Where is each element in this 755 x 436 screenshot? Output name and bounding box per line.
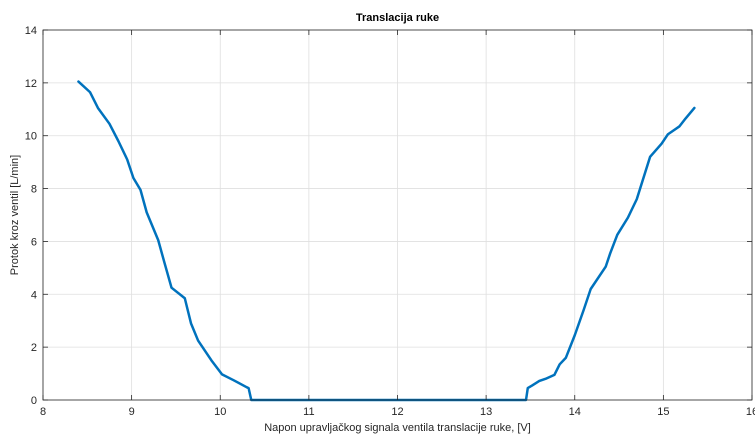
- y-tick-label: 0: [31, 395, 37, 407]
- y-tick-label: 8: [31, 184, 37, 196]
- x-tick-label: 13: [480, 406, 492, 418]
- y-tick-label: 6: [31, 236, 37, 248]
- x-tick-label: 15: [657, 406, 669, 418]
- y-tick-labels: 0 2 4 6 8 10 12 14: [25, 25, 37, 407]
- y-tick-label: 2: [31, 342, 37, 354]
- tick-marks: [42, 29, 753, 401]
- y-tick-label: 12: [25, 78, 37, 90]
- chart-title: Translacija ruke: [356, 12, 439, 24]
- x-tick-label: 16: [746, 406, 755, 418]
- y-axis-label: Protok kroz ventil [L/min]: [9, 155, 21, 275]
- x-tick-labels: 8 9 10 11 12 13 14 15 16: [40, 406, 755, 418]
- x-tick-label: 8: [40, 406, 46, 418]
- x-tick-label: 12: [391, 406, 403, 418]
- x-tick-label: 10: [214, 406, 226, 418]
- x-tick-label: 14: [569, 406, 581, 418]
- x-tick-label: 9: [129, 406, 135, 418]
- x-tick-label: 11: [303, 406, 314, 418]
- x-axis-label: Napon upravljačkog signala ventila trans…: [264, 422, 531, 434]
- y-tick-label: 4: [31, 289, 37, 301]
- y-tick-label: 14: [25, 25, 37, 37]
- y-tick-label: 10: [25, 131, 37, 143]
